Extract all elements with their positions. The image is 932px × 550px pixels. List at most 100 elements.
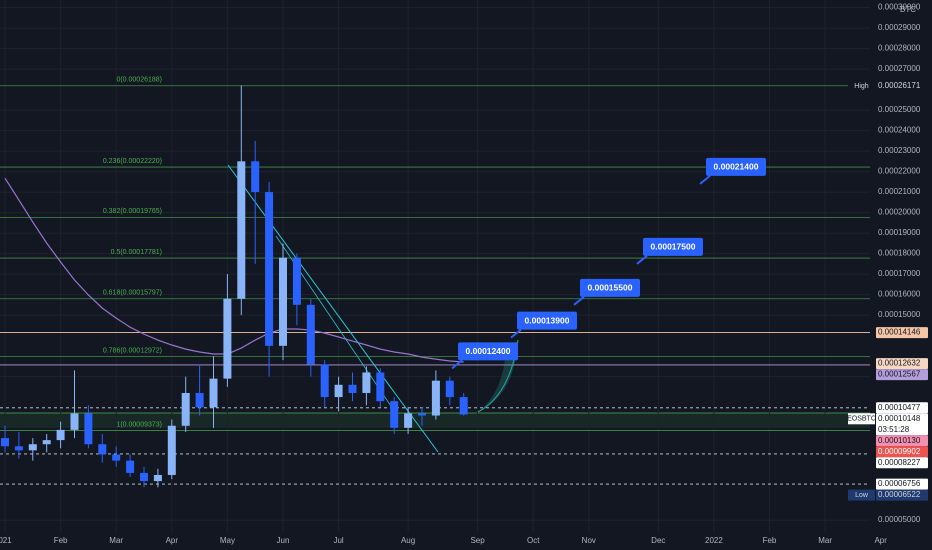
price-label: 0.00010477	[878, 403, 921, 412]
price-label-box	[876, 358, 928, 370]
y-tick-label: 0.00030000	[878, 3, 921, 12]
x-tick-label: Jun	[277, 536, 290, 545]
price-label-box	[876, 327, 928, 339]
target-label: 0.00021400	[714, 162, 759, 172]
target-label: 0.00012400	[466, 346, 511, 356]
x-tick-label: Oct	[527, 536, 540, 545]
y-tick-label: 0.00024000	[878, 126, 921, 135]
x-tick-label: Jul	[333, 536, 343, 545]
price-label: 0.00008227	[878, 458, 921, 467]
fib-label: 0.382(0.00019765)	[103, 208, 162, 215]
target-box	[517, 311, 577, 330]
candle-body	[334, 384, 343, 398]
candle-body	[306, 304, 315, 365]
x-tick-label: Feb	[763, 536, 777, 545]
price-label-box	[876, 457, 928, 469]
candle-body	[42, 440, 51, 445]
x-tick-label: May	[220, 536, 235, 545]
price-label-box	[876, 435, 928, 447]
y-tick-label: 0.00025000	[878, 105, 921, 114]
x-tick-label: Nov	[582, 536, 596, 545]
x-tick-label: Apr	[166, 536, 179, 545]
target-pointer	[699, 175, 711, 185]
candle-body	[126, 460, 135, 473]
candle-body	[153, 474, 162, 482]
candle-body	[140, 472, 148, 482]
candle-body	[28, 444, 37, 451]
fib-label: 0(0.00026188)	[116, 77, 162, 84]
fib-label: 0.5(0.00017781)	[111, 249, 162, 256]
unit: BTC	[900, 5, 916, 14]
price-label-name: EOSBTC	[847, 416, 876, 423]
y-tick-label: 0.00016000	[878, 290, 921, 299]
price-label-name-box	[848, 80, 875, 92]
fib-label: 0.786(0.00012972)	[103, 347, 162, 354]
y-tick-label: 0.00022000	[878, 167, 921, 176]
y-tick-label: 0.00015000	[878, 310, 921, 319]
candle-body	[320, 364, 329, 398]
moving-average	[4, 177, 464, 363]
x-tick-label: 021	[0, 536, 12, 545]
candle-body	[1, 438, 9, 447]
target-box	[580, 278, 640, 297]
target-pointer	[573, 296, 585, 306]
target-box	[643, 237, 703, 256]
targets: 0.00012400 0.00013900 0.00015500 0.00017500…	[451, 157, 766, 370]
x-tick-label: Feb	[54, 536, 68, 545]
candle-body	[167, 425, 176, 475]
candle-body	[195, 392, 204, 408]
range-zone	[0, 413, 870, 428]
y-tick-label: 0.00029000	[878, 23, 921, 32]
candle-body	[404, 413, 413, 428]
target-box	[706, 157, 766, 176]
y-tick-label: 0.00018000	[878, 249, 921, 258]
price-label: 0.00006756	[878, 479, 921, 488]
price-label-box	[876, 478, 928, 490]
price-label-name-box	[848, 489, 875, 501]
price-label-name: Low	[855, 492, 869, 499]
y-tick-label: 0.00020000	[878, 208, 921, 217]
target-pointer	[451, 359, 463, 370]
price-label-box	[876, 369, 928, 381]
axis: 0.000050000.000120000.000150000.00016000…	[0, 3, 928, 545]
target-label: 0.00013900	[525, 315, 570, 325]
price-label: 0.00026171	[878, 81, 921, 90]
price-label: 0.00010130	[878, 436, 921, 445]
candle-body	[181, 392, 190, 426]
y-tick-label: 0.00017000	[878, 269, 921, 278]
price-label-name: High	[854, 83, 869, 90]
price-label: 0.00009902	[878, 447, 921, 456]
target-box	[458, 342, 518, 361]
price-label: 0.00014146	[878, 328, 921, 337]
y-tick-label: 0.00023000	[878, 146, 921, 155]
candle-body	[376, 372, 385, 402]
candle-body	[390, 401, 399, 428]
price-label: 0.00012567	[878, 370, 921, 379]
price-label-box	[876, 446, 928, 458]
target-pointer	[510, 328, 522, 339]
y-tick-label: 0.00021000	[878, 187, 921, 196]
x-tick-label: 2022	[705, 536, 723, 545]
candle-body	[98, 444, 107, 455]
price-label-name-box	[848, 413, 875, 425]
candle-body	[348, 384, 357, 393]
candle-body	[56, 429, 65, 441]
target-pointer	[636, 255, 648, 265]
price-label-box	[876, 402, 928, 414]
x-tick-label: Mar	[818, 536, 832, 545]
y-tick-label: 0.00028000	[878, 44, 921, 53]
x-tick-label: Aug	[401, 536, 415, 545]
candle-body	[84, 413, 93, 445]
candle-body	[362, 372, 371, 393]
y-tick-label: 0.00027000	[878, 64, 921, 73]
y-tick-label: 0.00019000	[878, 228, 921, 237]
x-tick-label: Apr	[874, 536, 887, 545]
candle-body	[237, 161, 246, 299]
price-label-box	[876, 489, 928, 501]
candle-body	[112, 454, 121, 461]
candle-body	[445, 380, 454, 398]
candle-body	[292, 257, 301, 305]
